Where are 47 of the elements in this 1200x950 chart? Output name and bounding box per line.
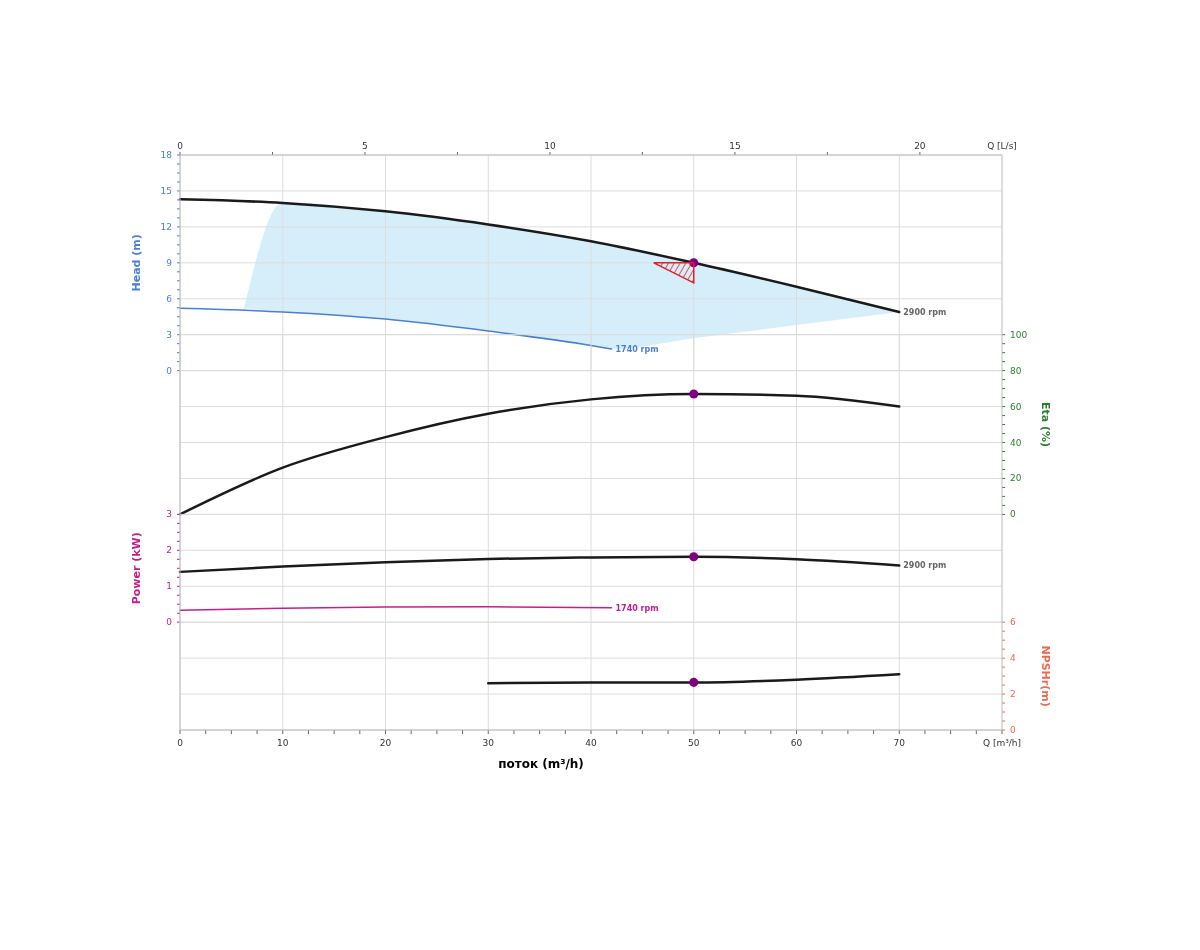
y2-tick-label: 60 (1010, 401, 1022, 412)
x-tick-label: 70 (893, 738, 906, 748)
y2-axis-title: Eta (%) (1039, 401, 1052, 448)
y2-tick-label: 0 (1010, 509, 1016, 520)
y-tick-label: 3 (166, 509, 172, 520)
x-tick-label: 50 (688, 738, 700, 748)
x2-tick-label: 0 (177, 141, 184, 151)
y-axis-title: Head (m) (130, 234, 143, 292)
y-axis-title: Power (kW) (130, 532, 143, 605)
y-tick-label: 6 (166, 293, 173, 304)
y-tick-label: 15 (160, 185, 172, 196)
series-label: 2900 rpm (903, 561, 947, 571)
x-tick-label: 20 (379, 738, 392, 748)
y2-tick-label: 100 (1010, 329, 1028, 340)
y2-tick-label: 0 (1010, 725, 1016, 735)
y2-tick-label: 40 (1010, 437, 1022, 448)
x2-tick-label: 15 (729, 141, 741, 151)
y-tick-label: 3 (166, 329, 172, 340)
y2-tick-label: 2 (1010, 689, 1016, 700)
text: Q [m³/h] (982, 738, 1022, 748)
x-tick-label: 0 (177, 738, 184, 748)
x2-tick-label: 10 (544, 141, 556, 151)
x-tick-label: 60 (790, 738, 803, 748)
x-tick-label: 40 (585, 738, 597, 748)
y2-tick-label: 80 (1010, 365, 1022, 376)
x-tick-label: 10 (277, 738, 289, 748)
y-tick-label: 0 (166, 365, 173, 376)
y-tick-label: 9 (166, 257, 173, 268)
series-label: 2900 rpm (903, 307, 947, 317)
y-tick-label: 2 (166, 545, 172, 556)
y-tick-label: 18 (160, 150, 173, 160)
x2-tick-label: 20 (914, 141, 926, 151)
y2-axis-title: NPSHr(m) (1039, 645, 1052, 707)
x-tick-label: 30 (482, 738, 495, 748)
x2-tick-label: 5 (362, 141, 368, 151)
line-series (178, 198, 901, 314)
y2-tick-label: 20 (1010, 473, 1022, 484)
x2-axis-title: Q [L/s] (987, 141, 1017, 151)
line-series (487, 673, 901, 685)
series-label: 1740 rpm (615, 345, 659, 355)
y2-tick-label: 6 (1010, 617, 1016, 628)
y-tick-label: 1 (166, 581, 172, 592)
y-tick-label: 0 (166, 617, 173, 628)
y-tick-label: 12 (160, 221, 172, 232)
series-label: 1740 rpm (615, 603, 659, 613)
y2-tick-label: 4 (1010, 653, 1016, 664)
x-axis-title: поток (m³/h) (498, 757, 584, 771)
